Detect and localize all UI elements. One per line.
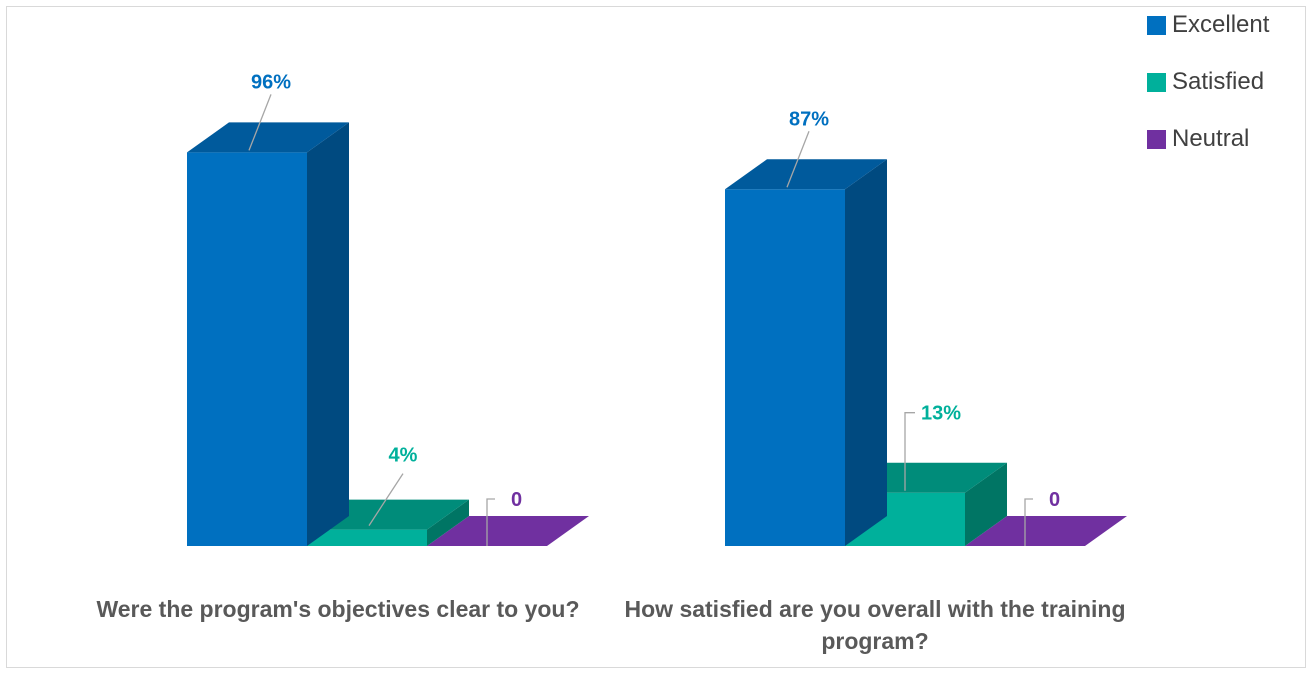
category-label-1: How satisfied are you overall with the t… bbox=[624, 596, 1126, 654]
bar-front-excellent-0 bbox=[187, 152, 307, 546]
legend-swatch-excellent bbox=[1147, 15, 1166, 35]
data-label-satisfied-0: 4% bbox=[389, 445, 418, 467]
bar-top-excellent-0 bbox=[187, 122, 349, 153]
legend: Excellent Satisfied Neutral bbox=[1147, 10, 1269, 181]
bar-front-excellent-1 bbox=[725, 189, 845, 547]
bar-side-excellent-1 bbox=[845, 159, 887, 547]
leader-line-satisfied-0 bbox=[368, 473, 404, 526]
bar-top-excellent-1 bbox=[725, 159, 887, 190]
data-label-neutral-0: 0 bbox=[511, 489, 522, 511]
bar-side-satisfied-1 bbox=[965, 462, 1007, 546]
legend-item-neutral: Neutral bbox=[1147, 124, 1269, 154]
data-label-satisfied-1: 13% bbox=[921, 403, 961, 425]
leader-line-excellent-0 bbox=[248, 94, 272, 151]
leader-line-neutral-0 bbox=[486, 498, 495, 546]
bar-side-satisfied-0 bbox=[427, 499, 469, 546]
bar-top-neutral-1 bbox=[965, 516, 1127, 546]
legend-label-excellent: Excellent bbox=[1172, 11, 1270, 38]
bar-top-neutral-0 bbox=[427, 516, 589, 546]
leader-line-satisfied-1 bbox=[904, 412, 915, 491]
bar-side-excellent-0 bbox=[307, 122, 349, 547]
legend-swatch-neutral bbox=[1147, 129, 1166, 149]
data-label-excellent-1: 87% bbox=[789, 108, 829, 130]
legend-item-excellent: Excellent bbox=[1147, 10, 1269, 40]
legend-label-satisfied: Satisfied bbox=[1172, 68, 1265, 95]
legend-item-satisfied: Satisfied bbox=[1147, 67, 1269, 97]
bar-front-satisfied-0 bbox=[307, 529, 427, 546]
legend-label-neutral: Neutral bbox=[1172, 125, 1250, 152]
category-label-0: Were the program's objectives clear to y… bbox=[96, 596, 580, 622]
legend-swatch-satisfied bbox=[1147, 72, 1166, 92]
leader-line-neutral-1 bbox=[1024, 498, 1033, 546]
data-label-excellent-0: 96% bbox=[251, 71, 291, 93]
leader-line-excellent-1 bbox=[786, 131, 810, 188]
data-label-neutral-1: 0 bbox=[1049, 489, 1060, 511]
